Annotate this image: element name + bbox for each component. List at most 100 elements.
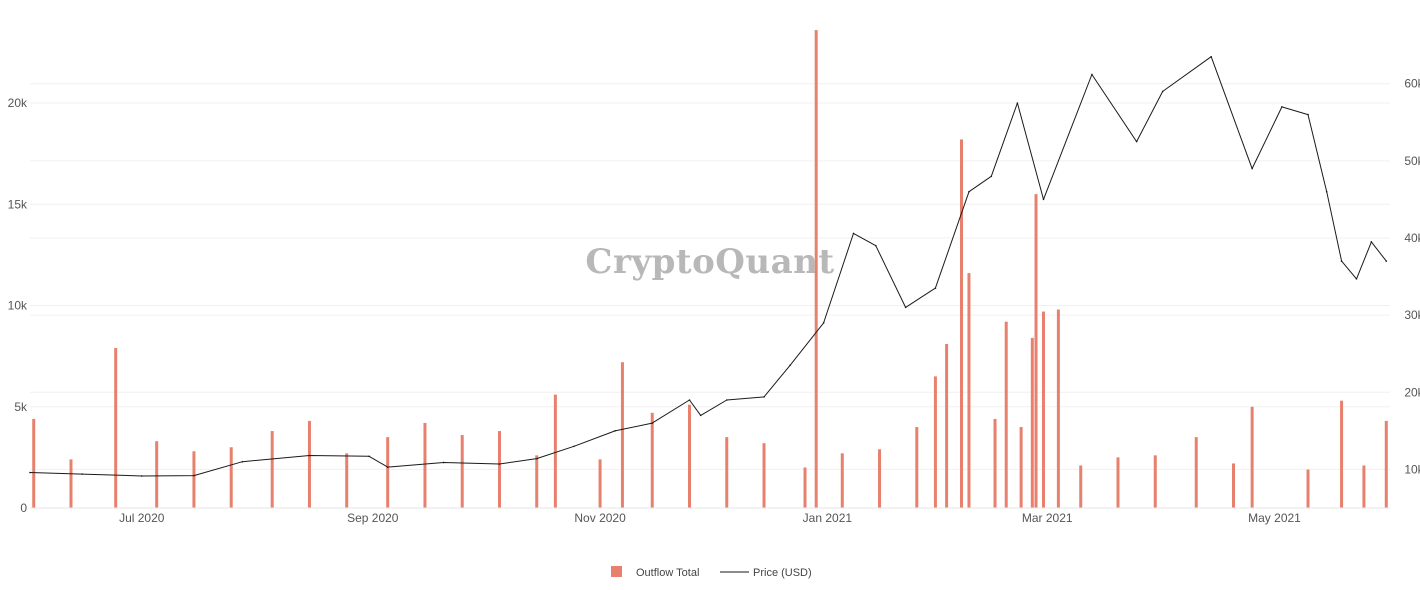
outflow-bar[interactable]	[650, 412, 654, 508]
outflow-bar[interactable]	[598, 459, 602, 508]
price-point[interactable]	[852, 232, 855, 235]
outflow-bar[interactable]	[993, 418, 997, 508]
price-point[interactable]	[535, 457, 538, 460]
outflow-bar[interactable]	[155, 441, 159, 508]
outflow-bar[interactable]	[814, 30, 818, 508]
outflow-bar[interactable]	[803, 467, 807, 509]
outflow-bar[interactable]	[270, 431, 274, 508]
price-point[interactable]	[875, 244, 877, 247]
watermark-logo: CryptoQuant	[585, 242, 834, 282]
outflow-bar[interactable]	[192, 451, 196, 508]
price-point[interactable]	[614, 430, 616, 432]
price-point[interactable]	[651, 422, 654, 424]
y-left-tick-label: 10k	[8, 299, 28, 313]
outflow-bar[interactable]	[1030, 337, 1034, 508]
outflow-bar[interactable]	[967, 273, 971, 508]
outflow-bar[interactable]	[1250, 406, 1254, 508]
outflow-bar[interactable]	[423, 422, 427, 508]
price-point[interactable]	[368, 455, 370, 458]
outflow-bar[interactable]	[32, 418, 36, 508]
outflow-bar[interactable]	[1340, 400, 1344, 508]
price-point[interactable]	[81, 473, 83, 475]
price-point[interactable]	[968, 190, 970, 193]
outflow-bar[interactable]	[69, 459, 73, 508]
price-point[interactable]	[193, 474, 195, 477]
outflow-bar[interactable]	[1194, 437, 1198, 508]
price-point[interactable]	[1340, 260, 1343, 262]
price-point[interactable]	[1210, 55, 1212, 58]
y-left-tick-label: 15k	[8, 197, 28, 211]
outflow-bar[interactable]	[535, 455, 539, 508]
price-point[interactable]	[140, 475, 143, 477]
outflow-bar[interactable]	[945, 343, 949, 508]
outflow-bar[interactable]	[307, 420, 311, 508]
price-point[interactable]	[934, 287, 937, 289]
price-point[interactable]	[1161, 90, 1164, 93]
x-tick-label: Jul 2020	[119, 511, 165, 525]
outflow-bar[interactable]	[762, 443, 766, 508]
outflow-bar[interactable]	[915, 427, 919, 508]
price-point[interactable]	[990, 175, 993, 178]
price-point[interactable]	[1251, 167, 1253, 170]
outflow-bar[interactable]	[497, 431, 501, 508]
price-point[interactable]	[386, 466, 389, 468]
outflow-bar[interactable]	[1153, 455, 1157, 508]
outflow-bars[interactable]	[32, 30, 1388, 508]
price-line[interactable]	[29, 56, 1387, 477]
price-point[interactable]	[498, 463, 501, 465]
outflow-bar[interactable]	[840, 453, 844, 508]
y-right-tick-label: 50k	[1404, 154, 1420, 168]
outflow-bar[interactable]	[1004, 321, 1008, 508]
outflow-bar[interactable]	[1034, 194, 1038, 508]
price-point[interactable]	[29, 471, 31, 474]
price-point[interactable]	[1307, 113, 1309, 116]
legend[interactable]: Outflow Total Price (USD)	[611, 566, 812, 579]
outflow-bar[interactable]	[1362, 465, 1366, 508]
price-point[interactable]	[1385, 260, 1388, 262]
outflow-bar[interactable]	[345, 453, 349, 508]
outflow-bar[interactable]	[553, 394, 557, 508]
price-point[interactable]	[573, 445, 575, 448]
outflow-bar[interactable]	[1232, 463, 1236, 508]
x-tick-label: Sep 2020	[347, 511, 399, 525]
price-point[interactable]	[904, 306, 907, 309]
outflow-bar[interactable]	[460, 435, 464, 508]
price-point[interactable]	[725, 399, 728, 401]
outflow-bar[interactable]	[725, 437, 729, 508]
outflow-bar[interactable]	[386, 437, 390, 508]
price-point[interactable]	[1135, 140, 1138, 143]
outflow-bar[interactable]	[688, 404, 692, 508]
price-point[interactable]	[442, 461, 445, 464]
outflow-bar[interactable]	[1116, 457, 1120, 508]
outflow-bar[interactable]	[1306, 469, 1310, 508]
outflow-bar[interactable]	[933, 376, 937, 508]
price-point[interactable]	[1016, 102, 1019, 104]
price-point[interactable]	[308, 454, 311, 457]
y-left-tick-label: 0	[20, 501, 27, 515]
price-point[interactable]	[1355, 278, 1358, 280]
price-point[interactable]	[1325, 190, 1328, 193]
outflow-bar[interactable]	[878, 449, 882, 508]
price-point[interactable]	[699, 414, 702, 417]
outflow-bar[interactable]	[1384, 420, 1388, 508]
price-line-layer[interactable]	[29, 55, 1388, 477]
price-point[interactable]	[241, 460, 244, 463]
outflow-bar[interactable]	[229, 447, 233, 508]
price-point[interactable]	[1042, 198, 1045, 201]
outflow-bar[interactable]	[1056, 309, 1060, 508]
outflow-bar[interactable]	[960, 139, 964, 508]
outflow-bar[interactable]	[1079, 465, 1083, 508]
price-point[interactable]	[763, 396, 765, 398]
price-point[interactable]	[1370, 241, 1373, 243]
outflow-bar[interactable]	[1019, 427, 1023, 508]
outflow-bar[interactable]	[114, 348, 118, 508]
price-point[interactable]	[1281, 106, 1283, 108]
price-point[interactable]	[822, 322, 825, 324]
price-point[interactable]	[789, 364, 791, 367]
outflow-bar[interactable]	[1041, 311, 1045, 508]
price-point[interactable]	[688, 399, 691, 401]
outflow-bar[interactable]	[620, 362, 624, 508]
price-point[interactable]	[1091, 73, 1093, 76]
